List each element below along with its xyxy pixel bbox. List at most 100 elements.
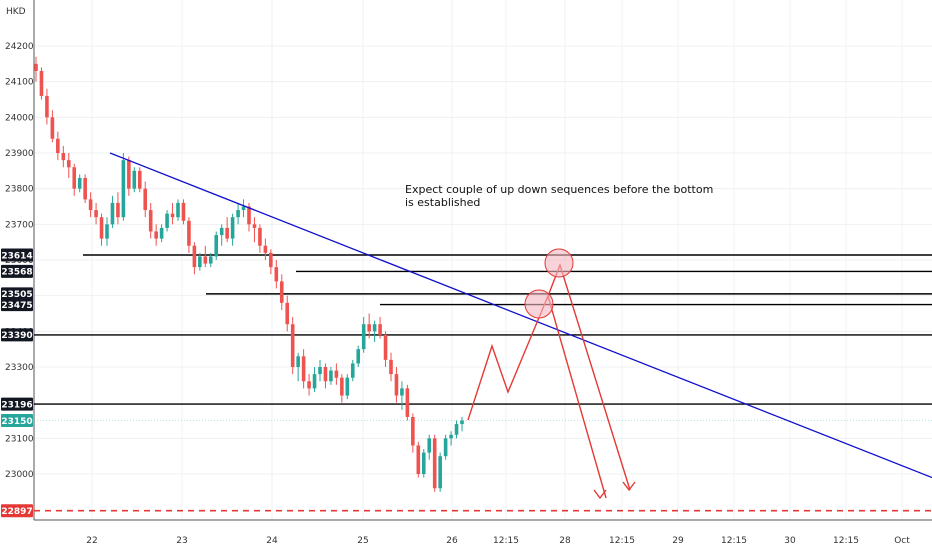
- candle-body: [318, 367, 322, 375]
- candle-body: [127, 160, 131, 189]
- price-badge-label: 23475: [1, 301, 32, 311]
- candle-body: [176, 202, 180, 218]
- candle-body: [110, 202, 115, 225]
- price-badge: [1, 414, 33, 427]
- price-badge-label: 23614: [1, 251, 32, 261]
- candle-body: [236, 210, 240, 218]
- candle-body: [405, 388, 410, 417]
- candle-body: [356, 349, 361, 364]
- candle-body: [252, 224, 257, 228]
- candle-body: [170, 213, 175, 218]
- price-badge-label: 23505: [1, 290, 32, 300]
- x-tick-label: 22: [86, 536, 97, 546]
- x-tick-label: 12:15: [721, 536, 747, 546]
- x-tick-label: 26: [446, 536, 458, 546]
- candle-body: [400, 388, 404, 396]
- drawings: [109, 152, 932, 500]
- candle-body: [99, 217, 104, 239]
- price-badge-label: 23150: [1, 417, 32, 427]
- trendline: [109, 152, 932, 479]
- candle-body: [50, 117, 55, 139]
- x-tick-label: 23: [176, 536, 187, 546]
- candle-body: [383, 334, 388, 360]
- candle-body: [247, 206, 251, 225]
- candle-body: [203, 256, 208, 264]
- candle-body: [198, 256, 202, 268]
- candle-body: [94, 210, 98, 218]
- candle-body: [132, 170, 137, 189]
- x-tick-label: 12:15: [609, 536, 635, 546]
- candle-body: [159, 227, 164, 239]
- candle-body: [241, 206, 246, 211]
- candle-body: [61, 153, 66, 161]
- candle-body: [323, 367, 328, 382]
- candle-body: [279, 281, 284, 303]
- candle-body: [421, 452, 426, 474]
- candle-body: [312, 374, 317, 389]
- candle-body: [460, 420, 464, 425]
- x-tick-label: 28: [559, 536, 571, 546]
- x-tick-label: 12:15: [493, 536, 519, 546]
- candle-body: [301, 356, 306, 382]
- candle-body: [148, 210, 153, 232]
- y-tick-label: 24000: [5, 113, 34, 123]
- candle-body: [137, 170, 142, 189]
- candle-body: [438, 456, 442, 489]
- candle-body: [181, 202, 186, 221]
- x-tick-label: 30: [784, 536, 796, 546]
- candle-body: [269, 252, 273, 268]
- price-badge: [1, 264, 33, 278]
- currency-label: HKD: [6, 7, 26, 17]
- candle-body: [449, 434, 453, 439]
- candle-body: [350, 363, 355, 378]
- candle-body: [334, 370, 339, 378]
- candle-body: [105, 224, 109, 239]
- touch-circle: [524, 289, 554, 319]
- candle-body: [329, 370, 333, 382]
- candle-body: [208, 256, 213, 264]
- candle-body: [416, 445, 421, 474]
- gridlines: [34, 0, 932, 520]
- candle-body: [116, 202, 120, 218]
- candlestick-series: [34, 56, 464, 492]
- candle-body: [34, 63, 38, 71]
- annotation-line-1: Expect couple of up down sequences befor…: [405, 183, 713, 196]
- x-tick-label: 24: [266, 536, 278, 546]
- candle-body: [143, 188, 148, 211]
- price-badge-label: 23390: [1, 331, 32, 341]
- price-badge: [1, 328, 33, 342]
- candle-body: [389, 359, 393, 375]
- candle-body: [290, 324, 295, 367]
- candle-body: [296, 356, 300, 367]
- y-tick-label: 23900: [5, 149, 34, 159]
- candle-body: [83, 177, 87, 200]
- candle-body: [345, 377, 350, 396]
- y-tick-label: 23300: [5, 363, 34, 373]
- price-badge-label: 23196: [1, 400, 32, 410]
- candle-body: [432, 438, 437, 489]
- candle-body: [285, 302, 290, 325]
- tick-labels: 2420024100240002390023800237002360023500…: [1, 42, 910, 546]
- x-tick-label: 29: [672, 536, 684, 546]
- candle-body: [372, 324, 377, 332]
- touch-circle: [544, 248, 574, 278]
- price-badge: [1, 397, 33, 411]
- x-tick-label: Oct: [894, 536, 910, 546]
- y-tick-label: 23100: [5, 434, 34, 444]
- annotation-line-2: is established: [405, 196, 480, 209]
- candle-body: [219, 227, 224, 236]
- price-badge-label: 22897: [1, 507, 32, 517]
- y-tick-label: 23800: [5, 185, 34, 195]
- candle-body: [367, 324, 371, 332]
- candle-body: [258, 227, 262, 246]
- price-badge-label: 23568: [1, 268, 32, 278]
- projection-path-2: [547, 262, 631, 491]
- candle-body: [121, 160, 126, 218]
- candle-body: [411, 416, 415, 446]
- candle-body: [443, 438, 448, 457]
- candle-body: [230, 217, 235, 239]
- candle-body: [45, 95, 49, 118]
- candle-body: [77, 177, 82, 189]
- price-levels: [34, 254, 932, 512]
